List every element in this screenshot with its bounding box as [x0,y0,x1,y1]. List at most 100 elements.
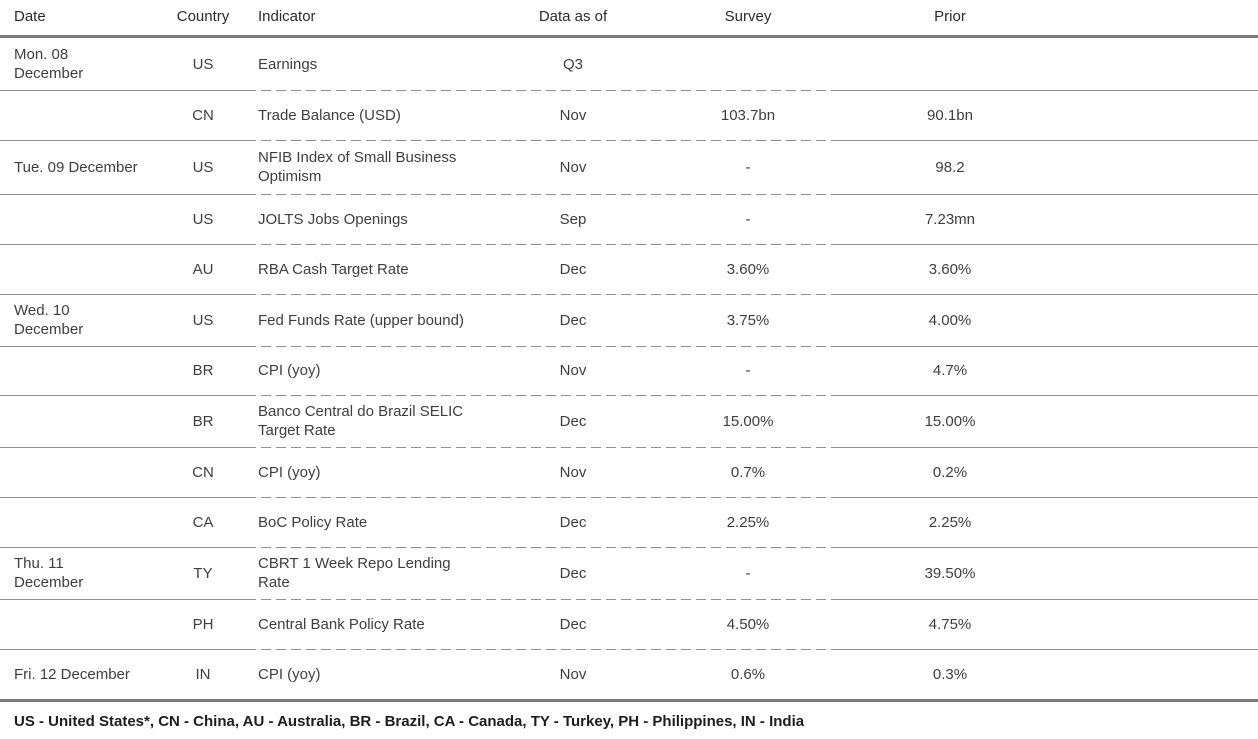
table-row: US JOLTS Jobs Openings Sep - 7.23mn [0,194,1258,245]
cell-spacer [1030,161,1258,173]
cell-spacer [1030,516,1258,528]
column-header-indicator: Indicator [258,8,316,25]
cell-data-as-of: Dec [559,564,587,582]
cell-country: US [192,158,214,176]
cell-spacer [1030,415,1258,427]
table-row: Mon. 08 December US Earnings Q3 [0,38,1258,91]
cell-survey: 0.6% [730,665,766,683]
cell-data-as-of: Dec [559,412,587,430]
cell-date [0,516,160,528]
cell-indicator: CPI (yoy) [258,463,321,481]
cell-prior: 4.00% [928,311,972,329]
column-header-data-as-of: Data as of [538,8,608,25]
table-body: Mon. 08 December US Earnings Q3 CN Trade… [0,38,1258,699]
cell-survey: 2.25% [726,513,770,531]
cell-indicator: Earnings [258,55,318,73]
cell-country: AU [192,260,214,278]
cell-spacer [1030,213,1258,225]
cell-data-as-of: Dec [559,513,587,531]
cell-data-as-of: Sep [559,210,587,228]
cell-prior: 39.50% [924,564,976,582]
cell-survey: - [745,362,751,379]
cell-prior: 4.7% [932,362,968,379]
cell-date [0,618,160,630]
column-header-country: Country [176,8,230,25]
cell-data-as-of: Q3 [562,55,583,73]
table-row: Thu. 11 December TY CBRT 1 Week Repo Len… [0,547,1258,600]
cell-data-as-of: Nov [559,106,587,124]
cell-data-as-of: Nov [559,463,587,481]
table-row: BR Banco Central do Brazil SELIC Target … [0,395,1258,448]
cell-country: BR [192,362,214,379]
table-row: Tue. 09 December US NFIB Index of Small … [0,140,1258,195]
cell-survey: 4.50% [726,615,770,633]
table-row: BR CPI (yoy) Nov - 4.7% [0,346,1258,396]
cell-indicator: RBA Cash Target Rate [258,260,409,278]
cell-prior: 0.2% [932,463,968,481]
cell-indicator: Central Bank Policy Rate [258,615,425,633]
cell-indicator: JOLTS Jobs Openings [258,210,408,228]
cell-prior: 98.2 [935,158,965,176]
cell-data-as-of: Dec [559,311,587,329]
cell-indicator: NFIB Index of Small Business Optimism [258,149,457,185]
cell-indicator: CPI (yoy) [258,665,321,683]
cell-prior [870,58,1030,70]
cell-prior: 4.75% [928,615,972,633]
cell-survey: - [745,158,751,176]
cell-survey: 15.00% [722,412,774,430]
cell-date: Mon. 08 December [14,46,84,82]
cell-prior: 3.60% [928,260,972,278]
cell-spacer [1030,668,1258,680]
cell-spacer [1030,58,1258,70]
column-header-survey: Survey [724,8,772,25]
cell-spacer [1030,365,1258,377]
cell-country: PH [192,615,214,633]
cell-country: US [192,210,214,228]
table-row: CA BoC Policy Rate Dec 2.25% 2.25% [0,497,1258,548]
cell-survey: 103.7bn [720,106,776,124]
cell-date: Thu. 11 December [14,555,84,591]
table-row: PH Central Bank Policy Rate Dec 4.50% 4.… [0,599,1258,650]
cell-spacer [1030,109,1258,121]
table-row: Wed. 10 December US Fed Funds Rate (uppe… [0,294,1258,347]
cell-prior: 7.23mn [924,210,976,228]
cell-date [0,213,160,225]
cell-date [0,109,160,121]
cell-survey [626,58,870,70]
cell-indicator: CBRT 1 Week Repo Lending Rate [258,555,451,591]
cell-data-as-of: Dec [559,615,587,633]
cell-spacer [1030,263,1258,275]
cell-indicator: BoC Policy Rate [258,513,368,531]
table-row: CN CPI (yoy) Nov 0.7% 0.2% [0,447,1258,498]
cell-country: US [192,311,214,329]
column-header-prior: Prior [934,8,966,25]
country-legend: US - United States*, CN - China, AU - Au… [0,699,1258,739]
cell-spacer [1030,618,1258,630]
cell-prior: 90.1bn [927,106,973,124]
cell-survey: - [745,210,751,228]
cell-country: TY [193,564,213,582]
cell-country: CN [192,463,214,481]
cell-indicator: Banco Central do Brazil SELIC Target Rat… [258,403,464,439]
cell-survey: 3.75% [726,311,770,329]
cell-survey: - [745,564,751,582]
cell-spacer [1030,567,1258,579]
table-header-row: Date Country Indicator Data as of Survey… [0,0,1258,38]
table-row: AU RBA Cash Target Rate Dec 3.60% 3.60% [0,244,1258,295]
cell-prior: 15.00% [924,412,976,430]
cell-data-as-of: Nov [559,665,587,683]
cell-country: US [192,55,214,73]
cell-survey: 0.7% [730,463,766,481]
cell-date [0,263,160,275]
cell-spacer [1030,314,1258,326]
cell-indicator: CPI (yoy) [258,362,321,379]
cell-survey: 3.60% [726,260,770,278]
cell-country: CN [192,106,214,124]
cell-date [0,415,160,427]
cell-date: Wed. 10 December [14,302,84,338]
cell-date: Tue. 09 December [14,158,138,176]
cell-data-as-of: Nov [559,362,587,379]
table-row: CN Trade Balance (USD) Nov 103.7bn 90.1b… [0,90,1258,141]
cell-data-as-of: Dec [559,260,587,278]
cell-country: BR [192,412,214,430]
